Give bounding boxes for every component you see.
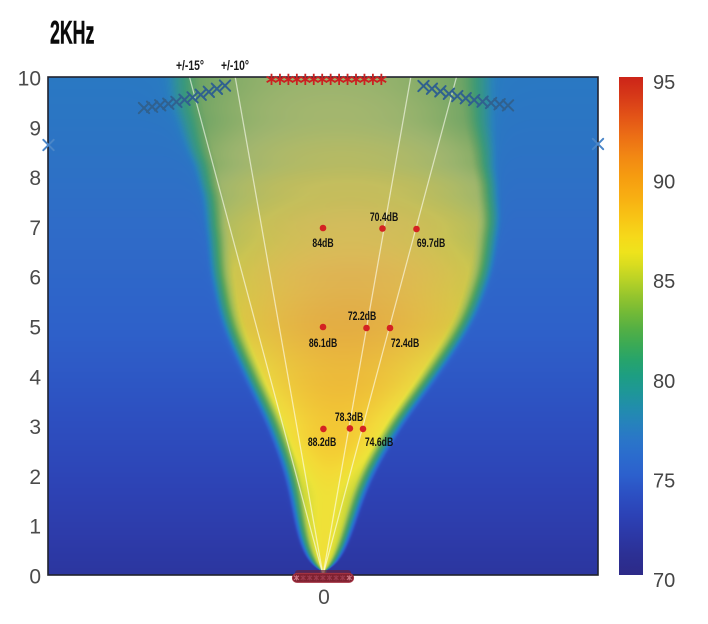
svg-text:10: 10	[18, 68, 41, 91]
svg-text:70.4dB: 70.4dB	[370, 211, 399, 225]
svg-text:90: 90	[653, 172, 675, 194]
svg-text:6: 6	[29, 267, 41, 290]
svg-text:+/-15°: +/-15°	[176, 57, 204, 73]
svg-text:95: 95	[653, 72, 675, 94]
svg-text:74.6dB: 74.6dB	[365, 436, 394, 450]
svg-text:75: 75	[653, 470, 675, 492]
svg-text:88.2dB: 88.2dB	[308, 436, 337, 450]
svg-text:86.1dB: 86.1dB	[309, 337, 338, 351]
svg-text:70: 70	[653, 570, 675, 592]
svg-text:+/-10°: +/-10°	[221, 57, 249, 73]
svg-text:5: 5	[29, 317, 41, 340]
svg-text:9: 9	[29, 117, 41, 140]
svg-text:85: 85	[653, 271, 675, 293]
svg-text:84dB: 84dB	[312, 237, 333, 251]
svg-text:1: 1	[29, 516, 41, 539]
svg-text:8: 8	[29, 167, 41, 190]
svg-text:4: 4	[29, 366, 41, 389]
svg-text:7: 7	[29, 217, 41, 240]
svg-text:72.2dB: 72.2dB	[348, 310, 377, 324]
svg-text:69.7dB: 69.7dB	[417, 237, 446, 251]
svg-text:3: 3	[29, 416, 41, 439]
svg-text:0: 0	[29, 566, 41, 589]
svg-text:80: 80	[653, 371, 675, 393]
svg-text:72.4dB: 72.4dB	[391, 337, 420, 351]
svg-text:2KHz: 2KHz	[50, 16, 94, 51]
svg-text:0: 0	[318, 586, 330, 609]
svg-text:78.3dB: 78.3dB	[335, 411, 364, 425]
svg-text:2: 2	[29, 466, 41, 489]
